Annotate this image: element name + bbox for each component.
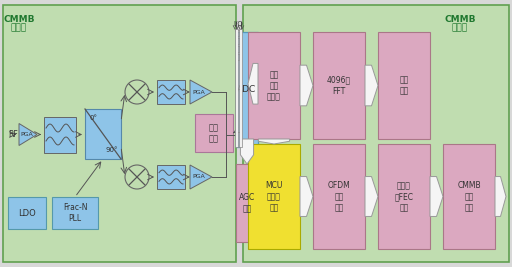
Bar (85, 109, 121, 159)
Text: PGA: PGA (193, 175, 206, 179)
Bar (52, 197, 98, 229)
Text: PGA: PGA (193, 89, 206, 95)
Text: ADC: ADC (238, 85, 257, 94)
Polygon shape (300, 176, 313, 217)
Text: 频率
跟踪
及校正: 频率 跟踪 及校正 (267, 70, 281, 101)
Text: OFDM
符号
处理: OFDM 符号 处理 (328, 181, 350, 212)
Polygon shape (248, 64, 258, 104)
Polygon shape (259, 139, 290, 144)
Text: 信: 信 (236, 46, 240, 52)
Polygon shape (430, 176, 443, 217)
Text: 4096点
FFT: 4096点 FFT (327, 76, 351, 96)
Bar (195, 114, 233, 152)
Text: 控制
逻辑: 控制 逻辑 (209, 123, 219, 143)
Text: 解映射
及FEC
解码: 解映射 及FEC 解码 (395, 181, 414, 212)
Bar (378, 32, 430, 139)
Polygon shape (190, 165, 212, 189)
Bar (236, 32, 258, 147)
Bar (443, 144, 495, 249)
Text: CMMB: CMMB (3, 14, 35, 23)
Bar (3, 5, 236, 262)
Text: 分: 分 (236, 38, 240, 44)
Polygon shape (19, 124, 37, 146)
Bar (8, 197, 46, 229)
Text: CMMB: CMMB (444, 14, 476, 23)
Bar (44, 116, 76, 152)
Text: AGC
控制: AGC 控制 (239, 193, 255, 213)
Text: RF: RF (8, 130, 18, 139)
Circle shape (125, 80, 149, 104)
Bar (378, 144, 430, 249)
Bar (313, 32, 365, 139)
Bar (313, 144, 365, 249)
Text: Frac-N
PLL: Frac-N PLL (63, 203, 87, 223)
Bar (235, 29, 238, 147)
Polygon shape (365, 176, 378, 217)
Text: 号: 号 (236, 54, 240, 60)
Text: 解调器: 解调器 (452, 23, 468, 33)
Text: LDO: LDO (18, 209, 36, 218)
Text: 调谐器: 调谐器 (11, 23, 27, 33)
Polygon shape (365, 65, 378, 106)
Bar (243, 5, 509, 262)
Polygon shape (495, 176, 506, 217)
Text: 0°: 0° (89, 115, 97, 121)
Text: 信标
处理: 信标 处理 (399, 76, 409, 96)
Bar (236, 164, 258, 242)
Bar (157, 165, 185, 189)
Text: 差: 差 (236, 30, 240, 36)
Circle shape (125, 165, 149, 189)
Bar (248, 144, 300, 249)
Text: PGA: PGA (20, 132, 33, 137)
Text: CMMB
码流
输出: CMMB 码流 输出 (457, 181, 481, 212)
Bar (157, 80, 185, 104)
Bar (248, 32, 300, 139)
Bar (239, 29, 242, 147)
Polygon shape (190, 80, 212, 104)
Polygon shape (300, 65, 313, 106)
Text: MCU
及控制
固件: MCU 及控制 固件 (265, 181, 283, 212)
Text: I/Q: I/Q (233, 21, 243, 27)
Polygon shape (241, 139, 253, 164)
Text: 90°: 90° (106, 147, 118, 153)
